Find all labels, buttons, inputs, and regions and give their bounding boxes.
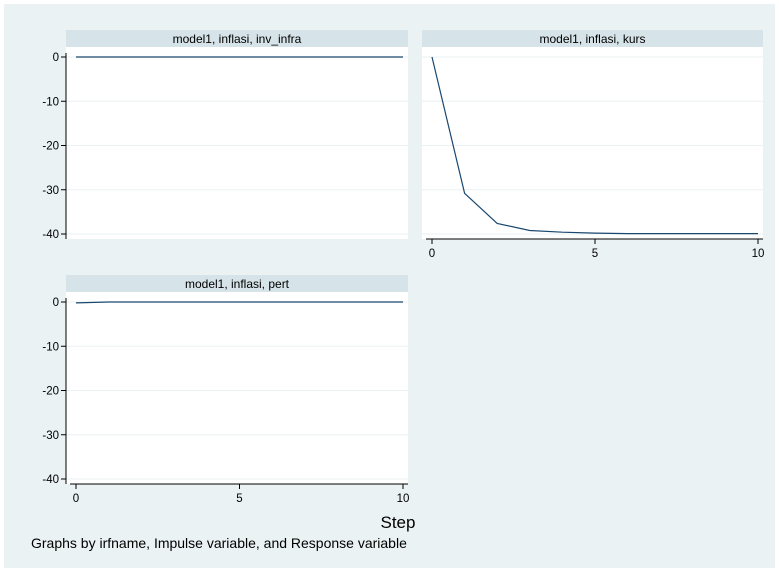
y-tick-label: -30	[42, 185, 59, 197]
y-tick-label: 0	[53, 52, 59, 64]
y-tick-label: -30	[42, 430, 59, 442]
panel-title-bar	[422, 30, 763, 47]
graph-note: Graphs by irfname, Impulse variable, and…	[31, 535, 407, 551]
y-tick-label: -10	[42, 96, 59, 108]
x-tick-label: 0	[429, 248, 435, 260]
irf-chart: model1, inflasi, inv_infra 0 -10 -20 -30 -40 m…	[31, 30, 765, 551]
y-tick-label: 0	[53, 297, 59, 309]
panel-title-bar	[66, 30, 408, 47]
irf-figure: model1, inflasi, inv_infra 0 -10 -20 -30 -40 m…	[4, 4, 775, 568]
plot-region	[66, 47, 408, 239]
x-tick-label: 0	[73, 493, 79, 505]
panel-title: model1, inflasi, pert	[185, 277, 290, 291]
y-tick-label: -40	[42, 229, 59, 241]
y-tick-label: -40	[42, 474, 59, 486]
x-tick-label: 10	[397, 493, 410, 505]
panel-title: model1, inflasi, kurs	[539, 32, 645, 46]
x-tick-label: 5	[236, 493, 242, 505]
y-tick-label: -20	[42, 386, 59, 398]
panel-title: model1, inflasi, inv_infra	[173, 32, 302, 46]
x-tick-label: 5	[592, 248, 598, 260]
x-axis-title: Step	[381, 513, 416, 532]
y-tick-label: -10	[42, 341, 59, 353]
plot-region	[66, 292, 408, 484]
panel-title-bar	[66, 275, 408, 292]
irf-series-line	[75, 301, 403, 304]
x-tick-label: 10	[752, 248, 765, 260]
irf-series-line	[431, 56, 758, 235]
plot-region	[422, 47, 763, 239]
y-tick-label: -20	[42, 141, 59, 153]
